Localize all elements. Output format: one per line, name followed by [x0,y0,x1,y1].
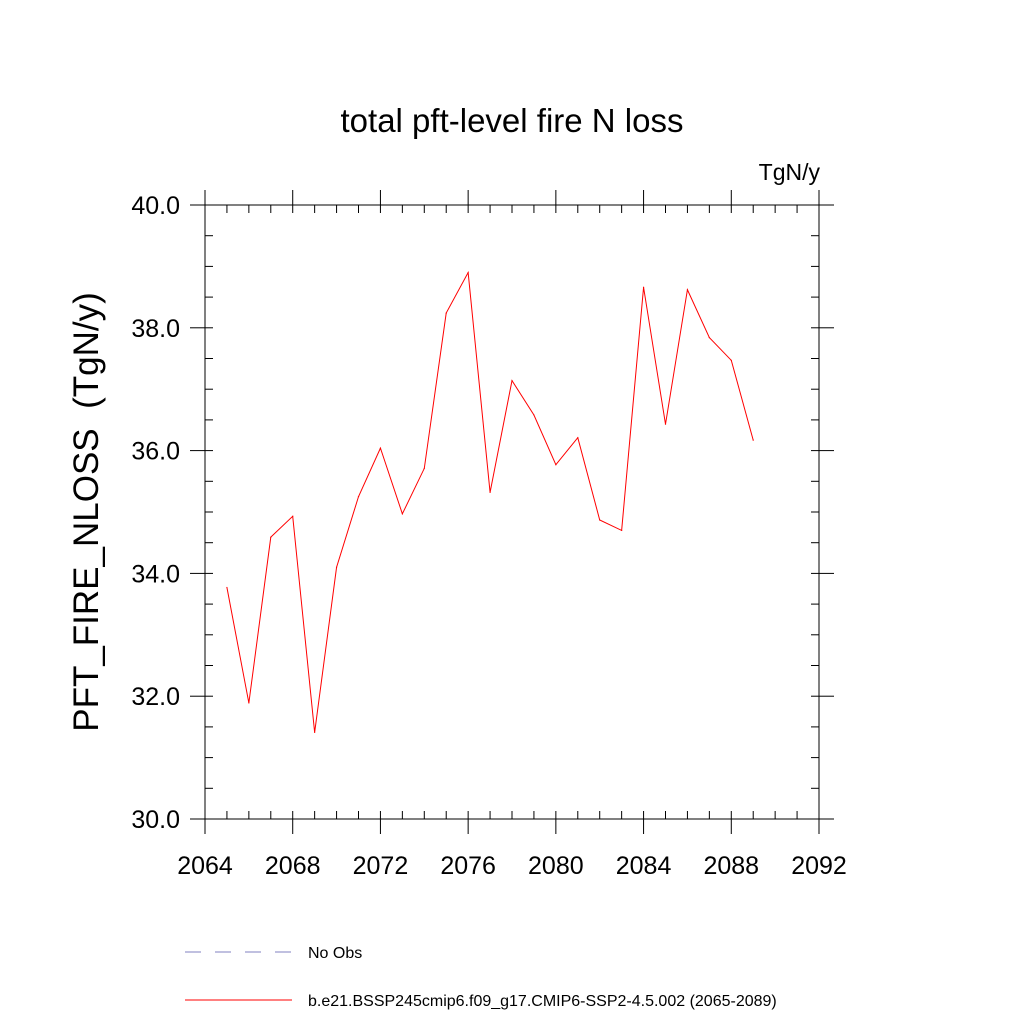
legend: No Obs b.e21.BSSP245cmip6.f09_g17.CMIP6-… [185,945,777,1010]
data-point [489,491,491,493]
data-point [686,289,689,291]
x-tick-label: 2072 [353,852,409,880]
data-point [642,286,645,288]
legend-label-no-obs: No Obs [308,945,362,962]
x-tick-label: 2088 [703,852,759,880]
y-tick-label: 36.0 [131,438,180,466]
data-point [533,414,535,416]
data-point [577,437,579,439]
x-tick-label: 2068 [265,852,321,880]
data-point [314,731,316,734]
series-layer [226,270,754,734]
x-tick-label: 2064 [177,852,233,880]
x-tick-label: 2084 [616,852,672,880]
data-point [708,337,710,339]
plot-frame [204,204,820,820]
data-point [379,447,382,449]
y-tick-label: 30.0 [131,806,180,834]
data-point [445,312,447,314]
data-point [357,496,360,498]
y-tick-label: 32.0 [131,683,180,711]
data-point [423,467,425,470]
data-point [401,513,403,515]
data-point [248,702,250,704]
data-point [730,359,732,361]
chart-title: total pft-level fire N loss [341,102,684,139]
x-tick-label: 2092 [791,852,847,880]
y-tick-label: 34.0 [131,560,180,588]
x-tick-label: 2076 [440,852,496,880]
legend-label-model: b.e21.BSSP245cmip6.f09_g17.CMIP6-SSP2-4.… [308,993,777,1010]
data-point [335,566,338,568]
data-point [752,439,754,441]
data-point [270,536,272,538]
x-tick-label: 2080 [528,852,584,880]
data-point [226,586,228,589]
data-point [621,529,623,532]
data-point [292,515,294,517]
y-axis-label: PFT_FIRE_NLOSS (TgN/y) [67,292,106,732]
data-point [467,271,469,274]
y-tick-label: 40.0 [131,192,180,220]
axis-tick-labels: 2064 2068 2072 2076 2080 2084 2088 2092 30.0 32.0… [131,192,846,880]
axis-ticks [190,190,834,834]
data-point [664,423,667,425]
units-label: TgN/y [759,159,821,185]
data-point [599,519,601,521]
data-point [555,464,557,466]
y-tick-label: 38.0 [131,315,180,343]
data-point [511,380,513,382]
